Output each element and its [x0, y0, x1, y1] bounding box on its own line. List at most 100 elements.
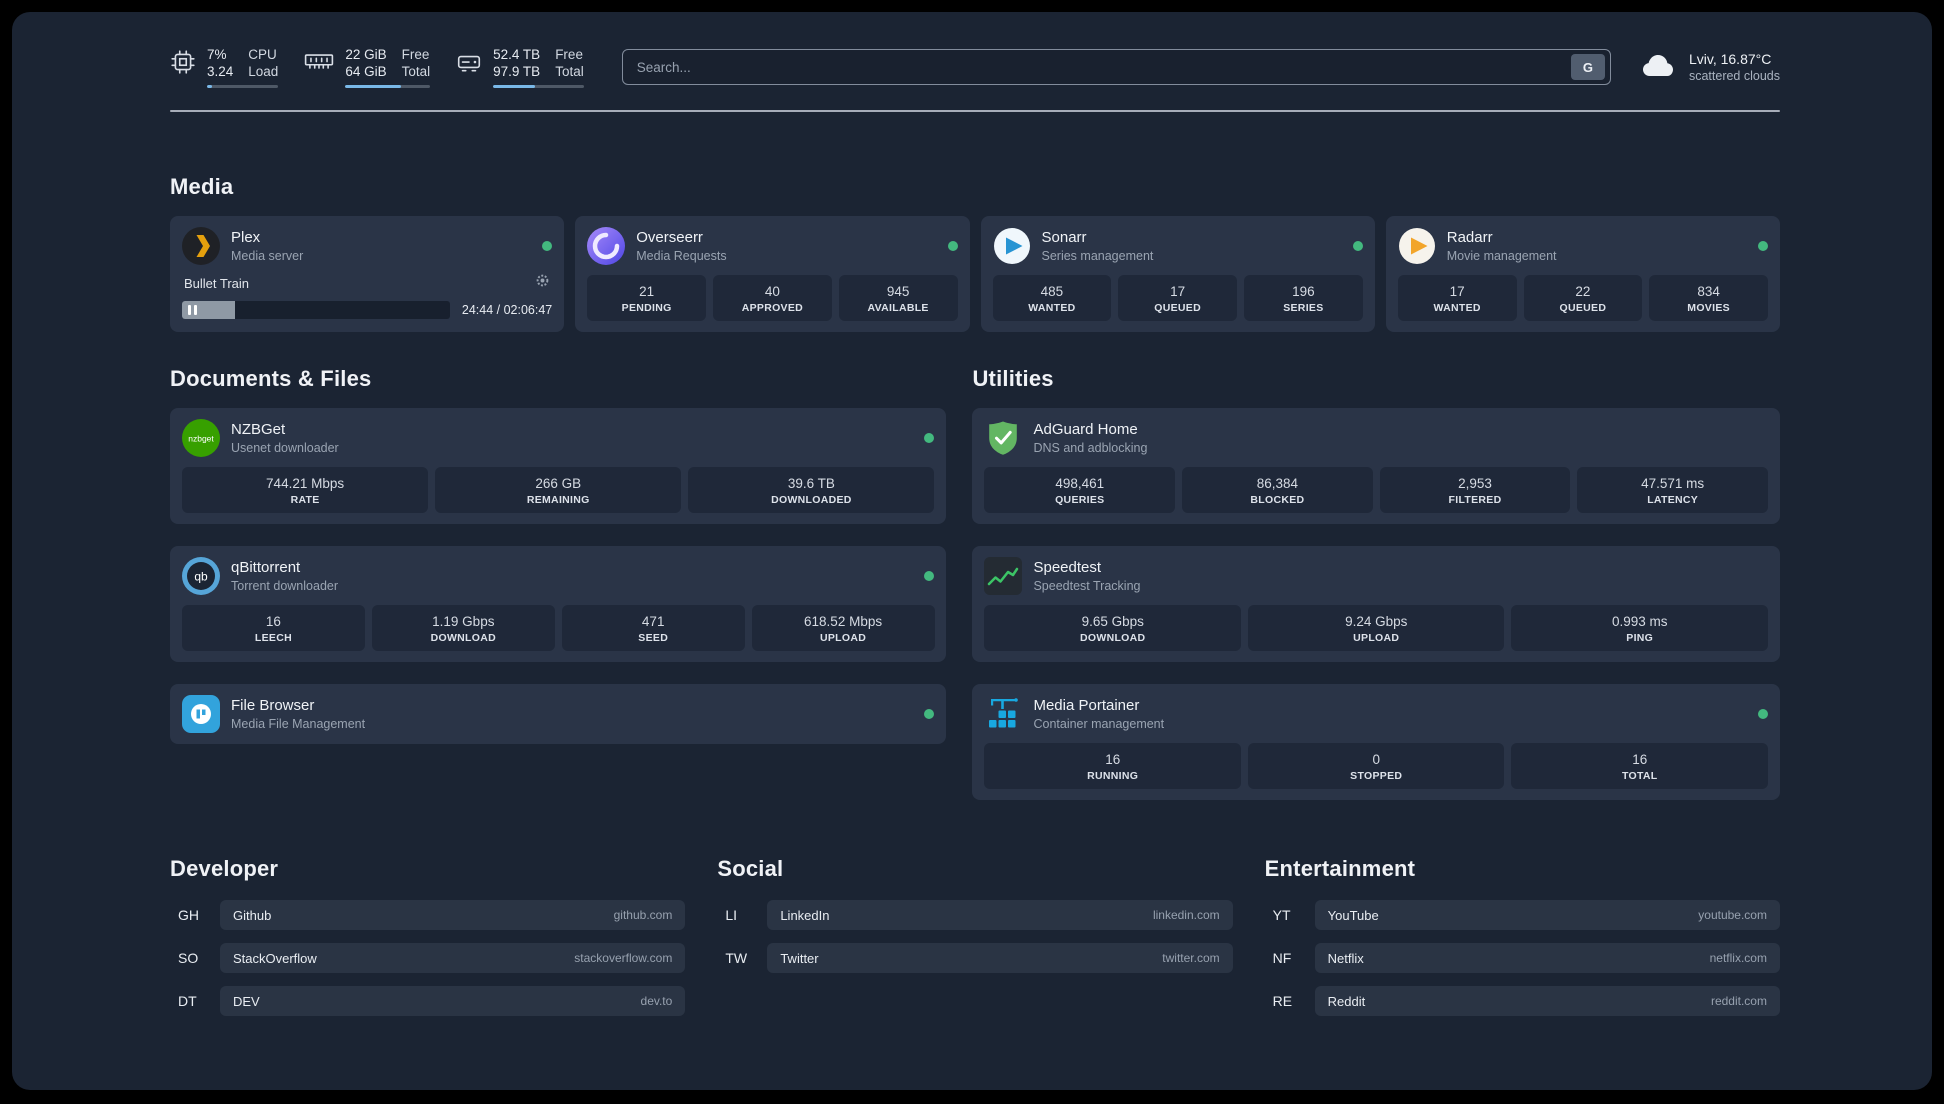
media-grid: Plex Media server Bullet Train [170, 216, 1780, 332]
disk-icon [456, 49, 482, 75]
app-name: Media Portainer [1033, 697, 1140, 714]
stat-filtered: 2,953 FILTERED [1379, 467, 1571, 513]
bookmark-github[interactable]: GH Github github.com [170, 900, 686, 930]
app-name: NZBGet [231, 421, 286, 438]
card-adguard[interactable]: AdGuard Home DNS and adblocking 498,461 Q… [972, 408, 1780, 524]
stat-latency: 47.571 ms LATENCY [1577, 467, 1768, 513]
card-qbittorrent[interactable]: qb qBittorrent Torrent downloader 16 LEEC… [170, 546, 947, 662]
section-title-media: Media [170, 174, 234, 199]
disk-total: 97.9 TB [493, 64, 541, 79]
disk-free: 52.4 TB [493, 47, 541, 62]
stat-downloaded: 39.6 TB DOWNLOADED [688, 467, 935, 513]
card-overseerr[interactable]: Overseerr Media Requests 21 PENDING 40 APP… [575, 216, 970, 332]
bookmark-linkedin[interactable]: LI LinkedIn linkedin.com [717, 900, 1233, 930]
stat-available: 945 AVAILABLE [838, 275, 958, 321]
sonarr-icon [993, 227, 1031, 265]
qbittorrent-icon: qb [182, 557, 220, 595]
status-dot [542, 241, 553, 251]
cpu-usage-bar [207, 85, 279, 88]
app-desc: Container management [1033, 717, 1165, 731]
search-provider-button[interactable]: G [1570, 54, 1605, 80]
app-desc: Media server [231, 249, 304, 263]
bookmark-abbr: SO [178, 950, 199, 966]
cpu-percent: 7% [207, 47, 227, 62]
app-name: Speedtest [1033, 559, 1102, 576]
search-bar: G [621, 49, 1611, 85]
bookmark-stackoverflow[interactable]: SO StackOverflow stackoverflow.com [170, 943, 686, 973]
filebrowser-icon [182, 695, 220, 733]
status-dot [924, 433, 935, 443]
bookmark-abbr: LI [725, 907, 738, 923]
plex-icon [182, 227, 220, 265]
memory-label-top: Free [401, 47, 430, 62]
card-portainer[interactable]: Media Portainer Container management 16 R… [972, 684, 1780, 800]
utilities-column: Utilities AdGuard Home DNS and adblockin… [972, 366, 1780, 800]
card-radarr[interactable]: Radarr Movie management 17 WANTED 22 QUEUE… [1385, 216, 1780, 332]
stat-stopped: 0 STOPPED [1247, 743, 1505, 789]
app-desc: Speedtest Tracking [1033, 579, 1141, 593]
disk-widget: 52.4 TB 97.9 TB Free Total [456, 46, 584, 88]
bookmark-abbr: YT [1272, 907, 1291, 923]
status-dot [1352, 241, 1363, 251]
bookmark-netflix[interactable]: NF Netflix netflix.com [1265, 943, 1780, 973]
bookmark-dev[interactable]: DT DEV dev.to [170, 986, 686, 1016]
svg-text:qb: qb [194, 570, 208, 584]
app-name: Plex [231, 229, 261, 246]
bookmark-abbr: NF [1272, 950, 1292, 966]
cpu-icon [170, 49, 196, 75]
stat-upload: 618.52 Mbps UPLOAD [751, 605, 935, 651]
bookmark-abbr: DT [178, 993, 197, 1009]
svg-text:nzbget: nzbget [188, 434, 214, 444]
memory-widget: 22 GiB 64 GiB Free Total [304, 46, 431, 88]
bookmark-abbr: RE [1272, 993, 1293, 1009]
card-nzbget[interactable]: nzbget NZBGet Usenet downloader 744.21 M… [170, 408, 947, 524]
topbar-divider [170, 110, 1780, 112]
playback-time: 24:44 / 02:06:47 [461, 303, 553, 317]
pause-icon[interactable] [188, 305, 197, 315]
radarr-icon [1398, 227, 1436, 265]
app-name: Overseerr [636, 229, 703, 246]
stat-ping: 0.993 ms PING [1511, 605, 1768, 651]
plex-now-playing-widget: Bullet Train 24:44 / 02:06:47 [182, 273, 552, 319]
stat-pending: 21 PENDING [587, 275, 706, 321]
section-title-social: Social [717, 856, 784, 881]
stat-upload: 9.24 Gbps UPLOAD [1247, 605, 1505, 651]
cloud-icon [1639, 51, 1677, 84]
search-input[interactable] [622, 59, 1571, 75]
status-dot [1757, 709, 1768, 719]
dashboard: 7% 3.24 CPU Load [12, 12, 1932, 1090]
app-desc: DNS and adblocking [1033, 441, 1148, 455]
app-name: Sonarr [1041, 229, 1087, 246]
bookmark-reddit[interactable]: RE Reddit reddit.com [1265, 986, 1780, 1016]
card-sonarr[interactable]: Sonarr Series management 485 WANTED 17 QUE… [980, 216, 1375, 332]
speedtest-icon [984, 557, 1023, 595]
card-speedtest[interactable]: Speedtest Speedtest Tracking 9.65 Gbps DO… [972, 546, 1780, 662]
memory-usage-bar [345, 85, 431, 88]
stat-wanted: 17 WANTED [1397, 275, 1517, 321]
stat-total: 16 TOTAL [1511, 743, 1768, 789]
app-desc: Media Requests [636, 249, 727, 263]
stat-download: 1.19 Gbps DOWNLOAD [371, 605, 555, 651]
app-desc: Movie management [1446, 249, 1557, 263]
bookmarks-entertainment: Entertainment YT YouTube youtube.com NF N… [1265, 856, 1780, 1029]
app-desc: Usenet downloader [231, 441, 339, 455]
nzbget-icon: nzbget [182, 419, 220, 457]
app-desc: Torrent downloader [231, 579, 339, 593]
stat-running: 16 RUNNING [984, 743, 1241, 789]
card-plex[interactable]: Plex Media server Bullet Train [170, 216, 565, 332]
bookmark-twitter[interactable]: TW Twitter twitter.com [717, 943, 1233, 973]
stat-approved: 40 APPROVED [713, 275, 832, 321]
card-filebrowser[interactable]: File Browser Media File Management [170, 684, 947, 744]
stat-seed: 471 SEED [561, 605, 745, 651]
playback-progress-bar[interactable] [182, 301, 450, 319]
overseerr-icon [587, 227, 626, 265]
stat-leech: 16 LEECH [182, 605, 365, 651]
bookmark-abbr: GH [178, 907, 199, 923]
stat-wanted: 485 WANTED [992, 275, 1112, 321]
weather-location: Lviv, 16.87°C [1688, 51, 1772, 67]
bookmark-youtube[interactable]: YT YouTube youtube.com [1265, 900, 1780, 930]
gear-icon[interactable] [535, 273, 550, 293]
weather-widget: Lviv, 16.87°C scattered clouds [1639, 51, 1780, 84]
cpu-widget: 7% 3.24 CPU Load [170, 46, 279, 88]
stat-movies: 834 MOVIES [1649, 275, 1768, 321]
